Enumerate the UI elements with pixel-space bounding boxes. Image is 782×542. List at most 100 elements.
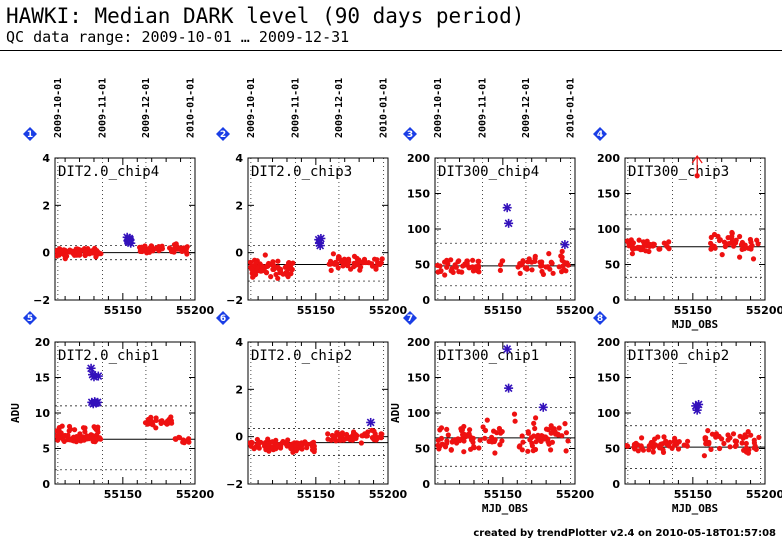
y-tick-label: 4: [235, 336, 243, 349]
y-tick-label: 0: [422, 294, 430, 307]
data-point: [466, 431, 472, 437]
data-point: [263, 269, 269, 276]
data-point: [332, 434, 338, 440]
data-point: [548, 447, 554, 453]
data-point: [253, 260, 259, 266]
data-point: [280, 271, 286, 277]
data-point: [716, 237, 723, 244]
data-point: [288, 445, 294, 452]
panel-title: DIT2.0_chip3: [251, 164, 352, 180]
data-point: [275, 443, 281, 449]
date-tick-label: 2010-01-01: [566, 78, 577, 138]
panel-index-icon: [593, 311, 607, 325]
panel-index-number: 8: [597, 314, 603, 324]
data-point: [435, 437, 441, 443]
y-tick-label: 50: [605, 259, 621, 272]
data-point: [344, 431, 350, 438]
data-point: [442, 272, 448, 278]
header-divider: [0, 50, 782, 51]
y-tick-label: 100: [407, 407, 430, 420]
data-point: [725, 235, 731, 241]
outlier-star: [366, 417, 376, 427]
y-tick-label: 10: [35, 407, 51, 420]
data-point: [335, 265, 341, 271]
data-point: [755, 241, 761, 247]
data-point: [752, 443, 758, 449]
star-stroke: [366, 418, 375, 427]
data-point: [562, 421, 568, 427]
data-point: [559, 248, 565, 254]
panel-index-number: 1: [27, 130, 33, 140]
data-point: [726, 241, 732, 247]
panel-index-icon: [23, 127, 37, 141]
data-point: [249, 266, 255, 272]
data-point: [62, 432, 68, 439]
star-stroke: [693, 406, 702, 415]
data-point: [640, 239, 647, 245]
data-point: [492, 450, 498, 456]
data-point: [666, 239, 672, 245]
y-tick-label: 200: [597, 152, 620, 165]
data-point: [545, 264, 551, 270]
panel-index-icon: [593, 127, 607, 141]
data-point: [750, 256, 757, 262]
y-tick-label: 0: [422, 478, 430, 491]
credit-footer: created by trendPlotter v2.4 on 2010-05-…: [473, 528, 776, 539]
plot-frame: [247, 157, 389, 301]
chart-panel-6: 6 −2 0 2 4 55150 55200 DIT2.0_chip2: [216, 311, 407, 501]
data-point: [156, 244, 162, 250]
data-point: [250, 274, 256, 280]
data-point: [80, 425, 87, 431]
data-point: [529, 267, 535, 273]
date-tick-label: 2009-11-01: [478, 78, 489, 138]
data-point: [56, 430, 62, 436]
data-point: [733, 442, 739, 448]
x-tick-label: 55200: [176, 304, 215, 317]
data-point: [546, 251, 552, 257]
data-point: [647, 241, 653, 248]
data-point: [563, 430, 570, 436]
outlier-star: [538, 402, 548, 412]
outlier-star: [694, 399, 704, 409]
data-point: [632, 443, 638, 449]
data-point: [650, 449, 656, 455]
data-point: [732, 438, 738, 444]
data-point: [275, 258, 281, 264]
data-point: [62, 256, 68, 262]
data-point: [737, 254, 743, 260]
data-point: [721, 440, 727, 447]
data-point: [347, 434, 353, 440]
panel-title: DIT2.0_chip4: [58, 164, 159, 180]
data-point: [657, 445, 663, 451]
y-tick-label: 4: [235, 152, 243, 165]
star-stroke: [316, 234, 325, 243]
y-tick-label: 0: [612, 478, 620, 491]
data-point: [630, 240, 637, 246]
y-tick-label: 150: [407, 372, 430, 385]
data-point: [702, 435, 708, 441]
data-point: [358, 440, 364, 446]
data-point: [290, 260, 296, 266]
star-stroke: [316, 241, 325, 250]
y-tick-label: 150: [407, 188, 430, 201]
data-points: [435, 344, 571, 456]
data-point: [756, 434, 762, 440]
data-point: [186, 439, 192, 445]
data-point: [685, 438, 691, 444]
data-point: [496, 425, 502, 432]
data-point: [464, 260, 470, 266]
outlier-star: [126, 238, 136, 248]
data-point: [364, 433, 370, 439]
data-point: [737, 233, 743, 240]
data-point: [556, 264, 562, 270]
outlier-star: [86, 363, 96, 373]
panel-title: DIT300_chip3: [628, 164, 729, 180]
data-point: [95, 251, 101, 257]
data-point: [438, 425, 445, 431]
y-tick-label: 150: [597, 188, 620, 201]
data-points: [248, 233, 385, 281]
date-tick-label: 2010-01-01: [186, 78, 197, 138]
panel-index-number: 3: [407, 130, 413, 140]
data-point: [61, 437, 67, 443]
data-point: [746, 245, 752, 251]
